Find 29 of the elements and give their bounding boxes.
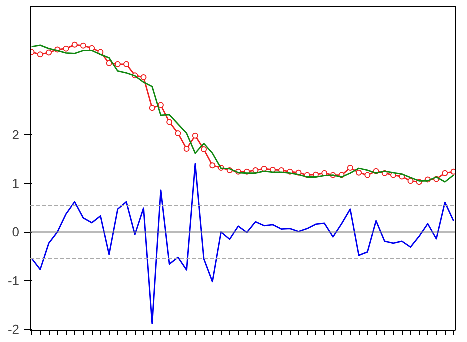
point <box>364 172 371 178</box>
y-tick-label: 1 <box>12 176 20 192</box>
line-series <box>31 163 454 324</box>
point <box>72 42 78 48</box>
y-tick-label: 0 <box>12 224 20 240</box>
point <box>175 130 182 136</box>
point <box>166 119 173 126</box>
point <box>140 74 147 81</box>
point <box>158 102 164 108</box>
point <box>37 52 44 58</box>
y-tick-label: -2 <box>8 322 20 338</box>
point <box>80 42 86 49</box>
point <box>210 162 216 169</box>
y-tick-label: 2 <box>12 127 20 142</box>
point <box>442 170 448 176</box>
y-tick-label: -1 <box>8 273 20 288</box>
point <box>347 165 354 172</box>
point <box>149 105 156 112</box>
point <box>201 146 208 153</box>
point <box>106 60 112 66</box>
point <box>192 132 198 139</box>
point <box>46 50 52 56</box>
point <box>408 178 414 184</box>
point <box>450 168 456 175</box>
point <box>124 61 130 68</box>
point <box>356 170 362 176</box>
point <box>63 46 70 52</box>
point <box>184 146 190 152</box>
point <box>114 61 121 68</box>
